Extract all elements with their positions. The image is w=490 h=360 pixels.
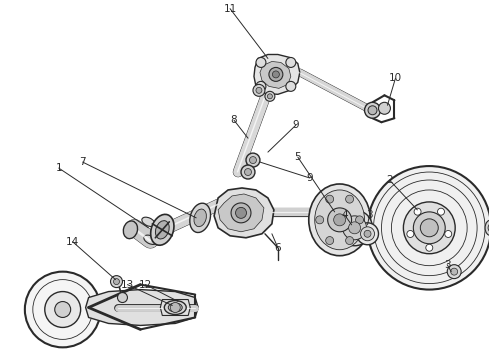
Polygon shape: [160, 300, 190, 315]
Polygon shape: [254, 54, 300, 94]
Circle shape: [326, 237, 334, 244]
Circle shape: [438, 208, 444, 215]
Circle shape: [337, 210, 372, 246]
Circle shape: [365, 102, 380, 118]
Circle shape: [488, 223, 490, 233]
Polygon shape: [86, 289, 198, 325]
Circle shape: [426, 244, 433, 251]
Text: 10: 10: [389, 73, 402, 84]
Circle shape: [231, 203, 251, 223]
Circle shape: [111, 276, 122, 288]
Text: 8: 8: [231, 115, 237, 125]
Circle shape: [249, 157, 256, 163]
Circle shape: [272, 71, 279, 78]
Circle shape: [316, 216, 324, 224]
Circle shape: [326, 195, 334, 203]
Circle shape: [357, 223, 378, 245]
Circle shape: [171, 302, 180, 312]
Circle shape: [414, 212, 445, 244]
Circle shape: [265, 91, 275, 101]
Circle shape: [345, 237, 354, 244]
Text: 3: 3: [366, 210, 373, 220]
Ellipse shape: [142, 217, 155, 226]
Text: 13: 13: [121, 280, 134, 289]
Circle shape: [356, 216, 364, 224]
Text: 4: 4: [342, 210, 348, 220]
Ellipse shape: [164, 301, 186, 315]
Circle shape: [25, 272, 100, 347]
Text: 12: 12: [139, 280, 152, 289]
Circle shape: [378, 102, 391, 114]
Ellipse shape: [168, 303, 182, 312]
Text: 7: 7: [79, 157, 86, 167]
Text: 3: 3: [444, 260, 450, 270]
Circle shape: [55, 302, 71, 318]
Polygon shape: [260, 62, 291, 88]
Circle shape: [114, 279, 120, 285]
Polygon shape: [214, 188, 274, 238]
Circle shape: [269, 67, 283, 81]
Text: 9: 9: [293, 120, 299, 130]
Circle shape: [286, 58, 296, 67]
Polygon shape: [218, 194, 264, 232]
Ellipse shape: [309, 184, 370, 256]
Circle shape: [447, 265, 461, 279]
Ellipse shape: [485, 220, 490, 236]
Text: 11: 11: [223, 4, 237, 14]
Circle shape: [45, 292, 81, 328]
Text: 1: 1: [55, 163, 62, 173]
Ellipse shape: [194, 209, 206, 227]
Circle shape: [403, 202, 455, 254]
Circle shape: [414, 208, 421, 215]
Circle shape: [256, 81, 266, 91]
Text: 14: 14: [66, 237, 79, 247]
Circle shape: [236, 207, 246, 219]
Ellipse shape: [123, 221, 138, 239]
Circle shape: [241, 165, 255, 179]
Ellipse shape: [155, 221, 169, 239]
Circle shape: [256, 87, 262, 93]
Circle shape: [445, 230, 452, 238]
Text: 5: 5: [294, 152, 301, 162]
Ellipse shape: [150, 214, 174, 245]
Circle shape: [348, 222, 361, 234]
Circle shape: [268, 94, 272, 99]
Circle shape: [345, 195, 354, 203]
Circle shape: [343, 216, 367, 240]
Circle shape: [368, 106, 377, 115]
Text: 9: 9: [306, 173, 313, 183]
Circle shape: [334, 214, 345, 226]
Circle shape: [286, 81, 296, 91]
Circle shape: [368, 166, 490, 289]
Circle shape: [328, 208, 352, 232]
Text: 6: 6: [274, 243, 281, 253]
Circle shape: [451, 268, 458, 275]
Circle shape: [361, 227, 374, 241]
Ellipse shape: [315, 190, 365, 250]
Circle shape: [407, 230, 414, 238]
Ellipse shape: [144, 235, 157, 244]
Ellipse shape: [190, 203, 211, 233]
Circle shape: [256, 58, 266, 67]
Circle shape: [420, 219, 438, 237]
Circle shape: [364, 230, 371, 237]
Circle shape: [118, 293, 127, 302]
Circle shape: [245, 168, 251, 176]
Circle shape: [253, 84, 265, 96]
Circle shape: [246, 153, 260, 167]
Text: 2: 2: [386, 175, 393, 185]
